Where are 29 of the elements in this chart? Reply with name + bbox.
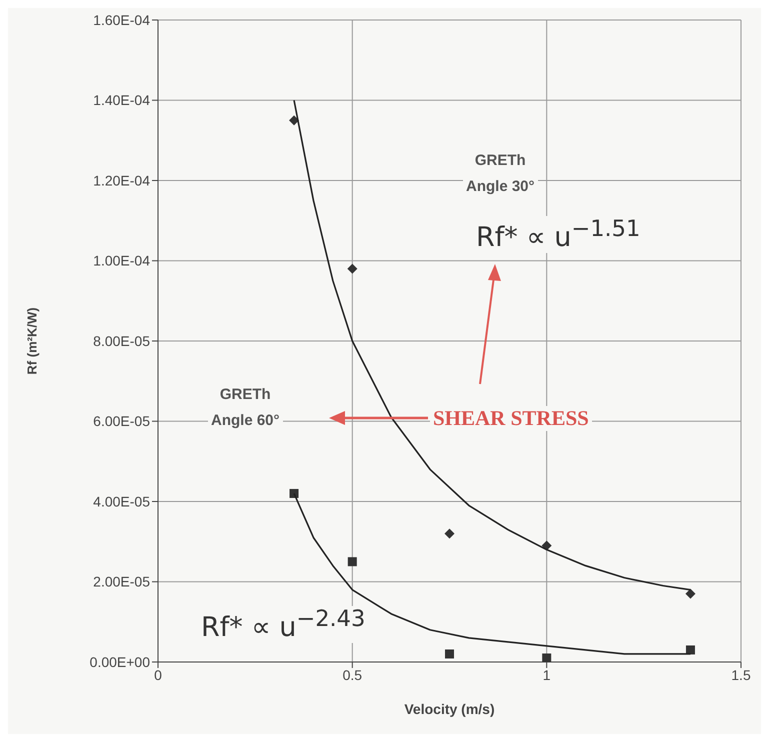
y-axis-title: Rf (m²K/W) (24, 307, 40, 375)
annotation: SHEAR STRESS (430, 406, 592, 431)
y-tick-label: 1.20E-04 (93, 172, 150, 188)
y-tick-label: 2.00E-05 (93, 574, 150, 590)
x-axis-title: Velocity (m/s) (404, 701, 495, 717)
x-tick-label: 0 (154, 666, 162, 683)
point (348, 557, 357, 566)
annotation: Rf* ∝ u$^{−2.43}$ (198, 606, 368, 643)
x-tick-label: 1 (542, 666, 551, 683)
annotation: Rf* ∝ u$^{−1.51}$ (473, 216, 644, 253)
point (445, 649, 454, 658)
y-tick-label: 1.40E-04 (93, 92, 150, 108)
point (685, 588, 696, 599)
x-tick-label: 1.5 (731, 666, 751, 683)
y-tick-label: 0.00E+00 (90, 654, 150, 670)
y-tick-label: 1.60E-04 (93, 12, 150, 28)
point (289, 115, 300, 126)
point (444, 528, 454, 539)
y-tick-label: 6.00E-05 (93, 413, 150, 430)
y-tick-label: 8.00E-05 (93, 332, 150, 349)
y-tick-label: 1.00E-04 (93, 252, 150, 269)
x-tick-label: 0.5 (342, 666, 362, 683)
point (686, 645, 695, 654)
point (347, 264, 358, 274)
point (290, 488, 299, 498)
y-tick-label: 4.00E-05 (93, 493, 150, 510)
point (542, 653, 552, 662)
annotation: GRETh Angle 60° (208, 382, 283, 434)
annotation: GRETh Angle 30° (463, 148, 538, 200)
